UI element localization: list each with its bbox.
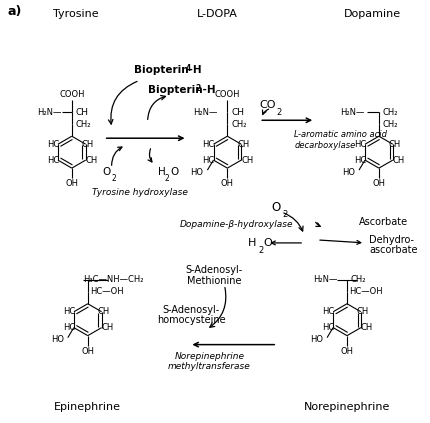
- Text: 2: 2: [165, 174, 169, 183]
- Text: CH: CH: [361, 323, 373, 332]
- Text: 4: 4: [185, 64, 191, 73]
- Text: ascorbate: ascorbate: [369, 245, 418, 255]
- Text: HC: HC: [47, 156, 59, 165]
- Text: CH: CH: [357, 307, 369, 316]
- Text: HC: HC: [322, 307, 334, 316]
- Text: HC: HC: [202, 156, 215, 165]
- Text: CH₂: CH₂: [351, 275, 366, 284]
- Text: Dopamine: Dopamine: [344, 8, 401, 19]
- Text: CH: CH: [86, 156, 98, 165]
- Text: Dehydro-: Dehydro-: [369, 235, 414, 245]
- Text: Tyrosine: Tyrosine: [53, 8, 98, 19]
- Text: 2: 2: [196, 84, 201, 93]
- Text: CH: CH: [76, 108, 89, 117]
- Text: Dopamine-β-hydroxylase: Dopamine-β-hydroxylase: [180, 220, 293, 229]
- Text: 2: 2: [282, 210, 287, 219]
- Text: CH₂: CH₂: [231, 120, 247, 129]
- Text: Methionine: Methionine: [187, 276, 242, 286]
- Text: CH: CH: [101, 323, 114, 332]
- Text: COOH: COOH: [215, 91, 240, 99]
- Text: CH: CH: [82, 140, 94, 149]
- Text: HC: HC: [202, 140, 215, 149]
- Text: L-aromatic amino acid: L-aromatic amino acid: [294, 130, 387, 139]
- Text: CH₂: CH₂: [383, 108, 399, 117]
- Text: 2: 2: [112, 174, 117, 183]
- Text: a): a): [8, 5, 22, 18]
- Text: H₂N—: H₂N—: [193, 108, 218, 117]
- Text: decarboxylase: decarboxylase: [294, 141, 356, 150]
- Text: Epinephrine: Epinephrine: [54, 402, 121, 412]
- Text: Ascorbate: Ascorbate: [359, 217, 408, 227]
- Text: S-Adenosyl-: S-Adenosyl-: [163, 305, 220, 315]
- Text: H: H: [157, 167, 165, 177]
- Text: OH: OH: [372, 179, 385, 188]
- Text: Norepinephrine: Norepinephrine: [175, 352, 244, 361]
- Text: HC: HC: [63, 323, 75, 332]
- Text: HC: HC: [63, 307, 75, 316]
- Text: H₂N—: H₂N—: [341, 108, 365, 117]
- Text: CO: CO: [259, 100, 276, 110]
- Text: HC: HC: [354, 156, 366, 165]
- Text: O: O: [171, 167, 179, 177]
- Text: HC—OH: HC—OH: [90, 287, 123, 296]
- Text: HC—OH: HC—OH: [349, 287, 383, 296]
- Text: 2: 2: [276, 108, 282, 117]
- Text: HC: HC: [354, 140, 366, 149]
- Text: H: H: [248, 238, 256, 248]
- Text: CH: CH: [98, 307, 110, 316]
- Text: HO: HO: [190, 168, 203, 177]
- Text: H₃C—NH—CH₂: H₃C—NH—CH₂: [83, 275, 143, 284]
- Text: S-Adenosyl-: S-Adenosyl-: [186, 265, 243, 275]
- Text: L-DOPA: L-DOPA: [197, 8, 237, 19]
- Text: H₂N—: H₂N—: [313, 275, 337, 284]
- Text: OH: OH: [341, 346, 353, 356]
- Text: H₂N—: H₂N—: [37, 108, 62, 117]
- Text: COOH: COOH: [59, 91, 85, 99]
- Text: HC: HC: [47, 140, 59, 149]
- Text: CH₂: CH₂: [76, 120, 91, 129]
- Text: HC: HC: [322, 323, 334, 332]
- Text: O: O: [263, 238, 272, 248]
- Text: Biopterin-H: Biopterin-H: [134, 66, 201, 75]
- Text: Biopterin-H: Biopterin-H: [147, 85, 215, 95]
- Text: Tyrosine hydroxylase: Tyrosine hydroxylase: [92, 187, 187, 197]
- Text: HO: HO: [342, 168, 355, 177]
- Text: CH: CH: [393, 156, 405, 165]
- Text: O: O: [103, 167, 111, 177]
- Text: CH: CH: [231, 108, 244, 117]
- Text: Norepinephrine: Norepinephrine: [304, 402, 390, 412]
- Text: HO: HO: [51, 335, 64, 344]
- Text: OH: OH: [81, 346, 94, 356]
- Text: homocysteine: homocysteine: [157, 315, 226, 325]
- Text: CH: CH: [241, 156, 253, 165]
- Text: methyltransferase: methyltransferase: [168, 362, 251, 371]
- Text: CH: CH: [237, 140, 249, 149]
- Text: CH: CH: [389, 140, 401, 149]
- Text: HO: HO: [310, 335, 323, 344]
- Text: CH₂: CH₂: [383, 120, 399, 129]
- Text: 2: 2: [258, 246, 264, 255]
- Text: OH: OH: [65, 179, 78, 188]
- Text: O: O: [272, 201, 281, 214]
- Text: OH: OH: [221, 179, 234, 188]
